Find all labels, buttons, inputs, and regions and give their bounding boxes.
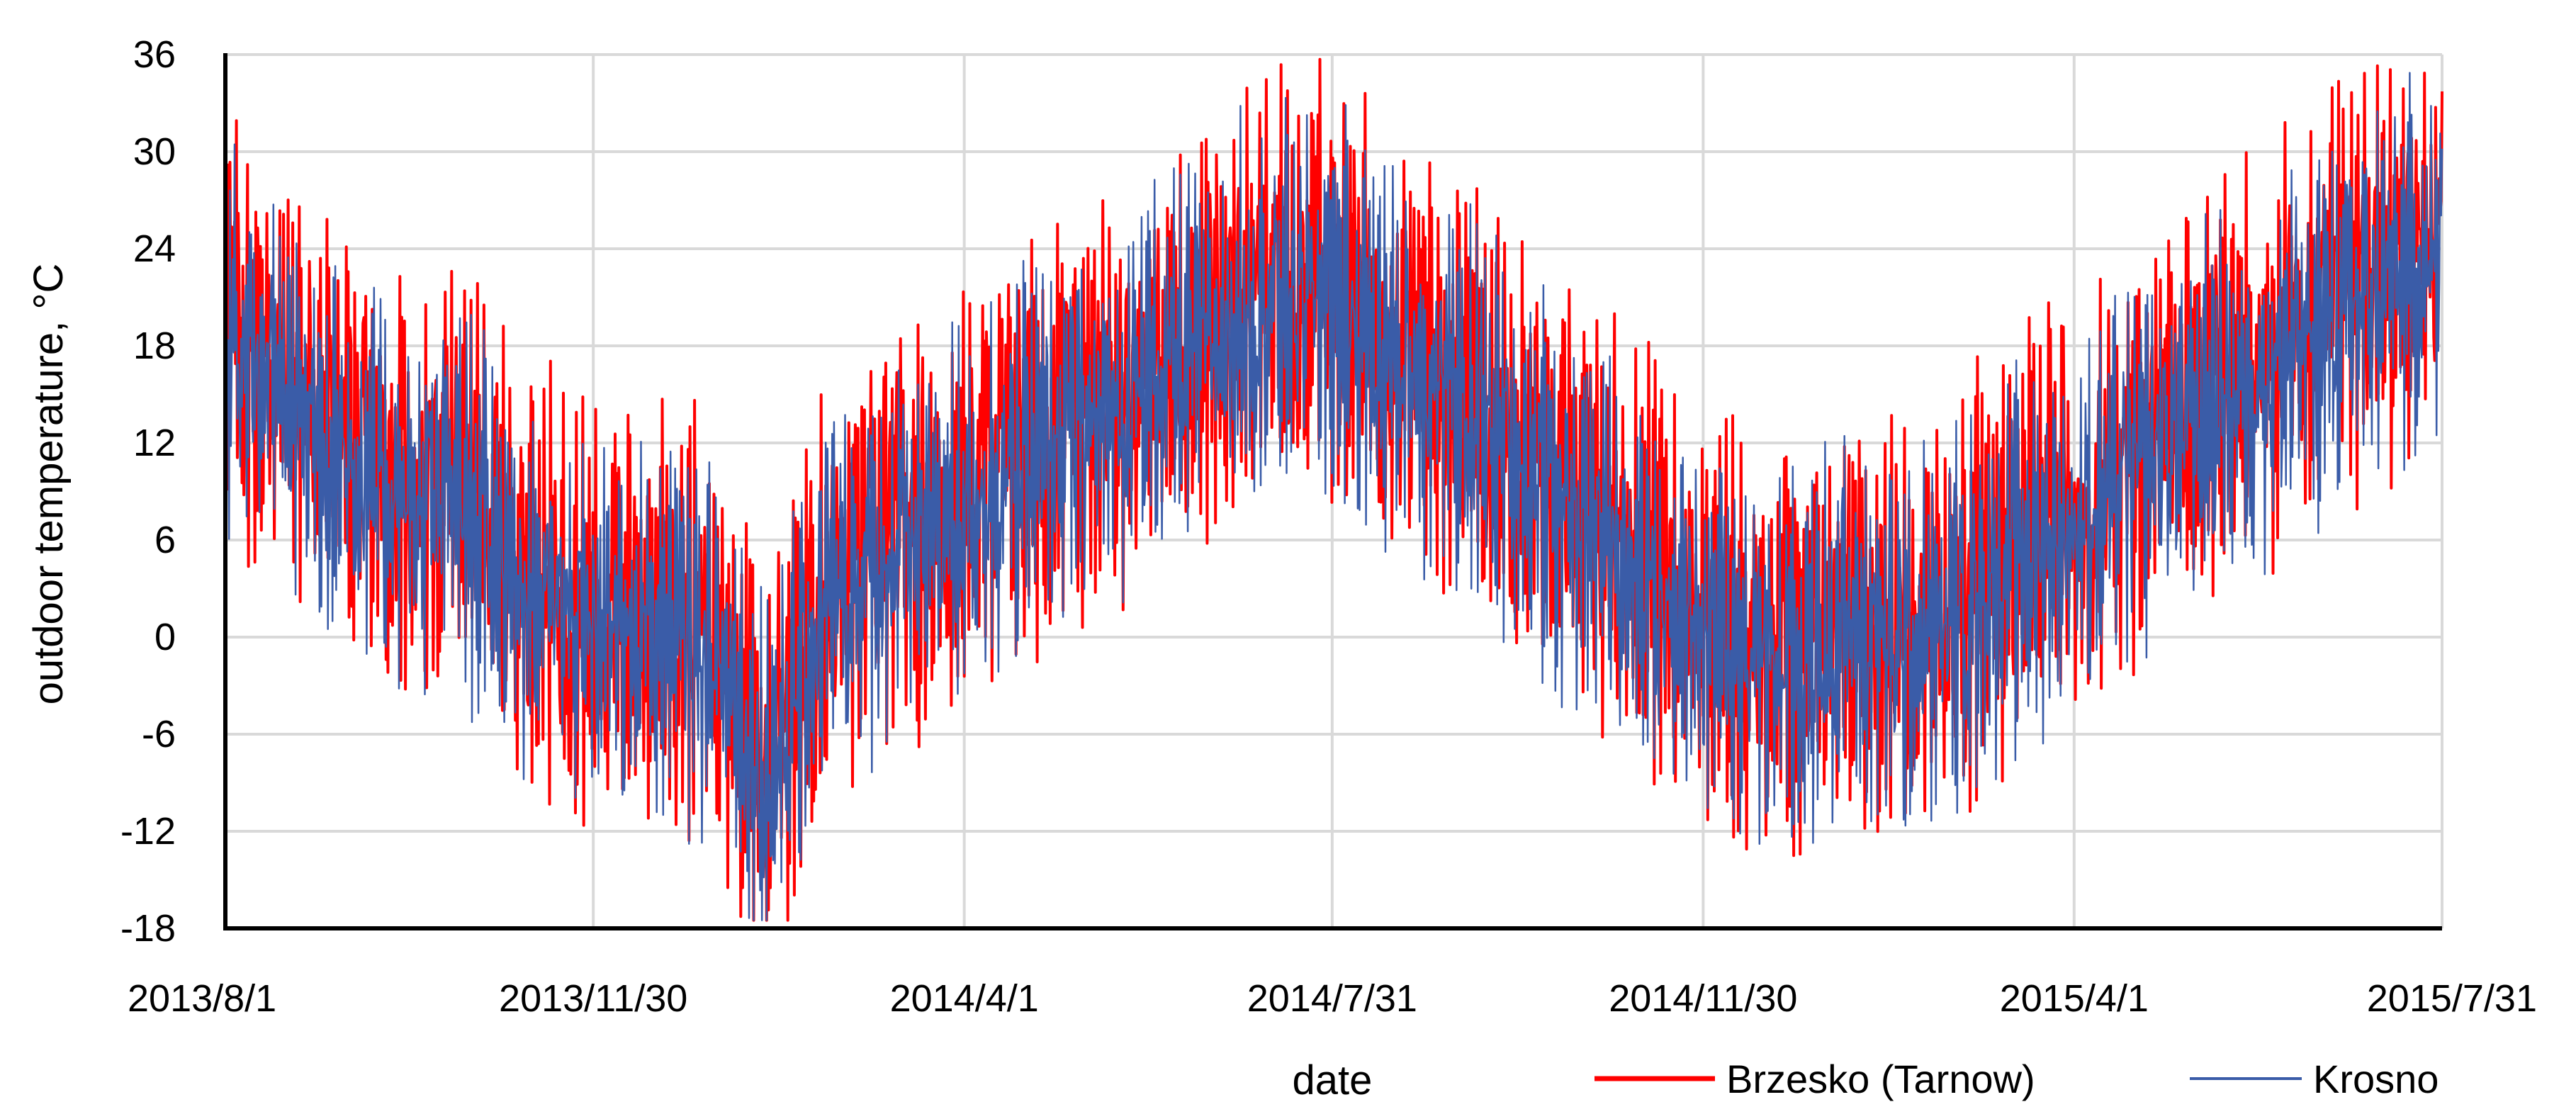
y-tick-label: -18 xyxy=(120,907,176,950)
x-tick-label: 2014/7/31 xyxy=(1247,977,1417,1020)
y-tick-labels: -18 -12 -6 0 6 12 18 24 30 36 xyxy=(120,33,176,950)
y-tick-label: 36 xyxy=(133,33,176,76)
y-axis-title: outdoor temperature, °C xyxy=(26,264,72,705)
x-tick-label: 2014/11/30 xyxy=(1609,977,1797,1020)
legend: Brzesko (Tarnow) Krosno xyxy=(1594,1057,2439,1101)
axes xyxy=(223,53,2442,930)
x-axis-title: date xyxy=(1293,1057,1373,1103)
series-line-krosno xyxy=(224,72,2443,921)
x-tick-label: 2014/4/1 xyxy=(890,977,1039,1020)
x-tick-label: 2015/7/31 xyxy=(2367,977,2537,1020)
x-tick-label: 2015/4/1 xyxy=(2000,977,2149,1020)
y-tick-label: 6 xyxy=(154,519,176,561)
y-tick-label: -6 xyxy=(142,713,176,755)
x-tick-label: 2013/11/30 xyxy=(499,977,687,1020)
y-tick-label: -12 xyxy=(120,810,176,853)
series-layer xyxy=(224,57,2443,922)
y-tick-label: 0 xyxy=(154,616,176,658)
x-tick-label: 2013/8/1 xyxy=(128,977,276,1020)
y-tick-label: 12 xyxy=(133,422,176,464)
y-tick-label: 30 xyxy=(133,130,176,173)
y-tick-label: 24 xyxy=(133,227,176,270)
y-tick-label: 18 xyxy=(133,325,176,367)
legend-label-brzesko: Brzesko (Tarnow) xyxy=(1726,1057,2035,1101)
legend-label-krosno: Krosno xyxy=(2313,1057,2439,1101)
x-tick-labels: 2013/8/1 2013/11/30 2014/4/1 2014/7/31 2014/… xyxy=(128,977,2537,1020)
